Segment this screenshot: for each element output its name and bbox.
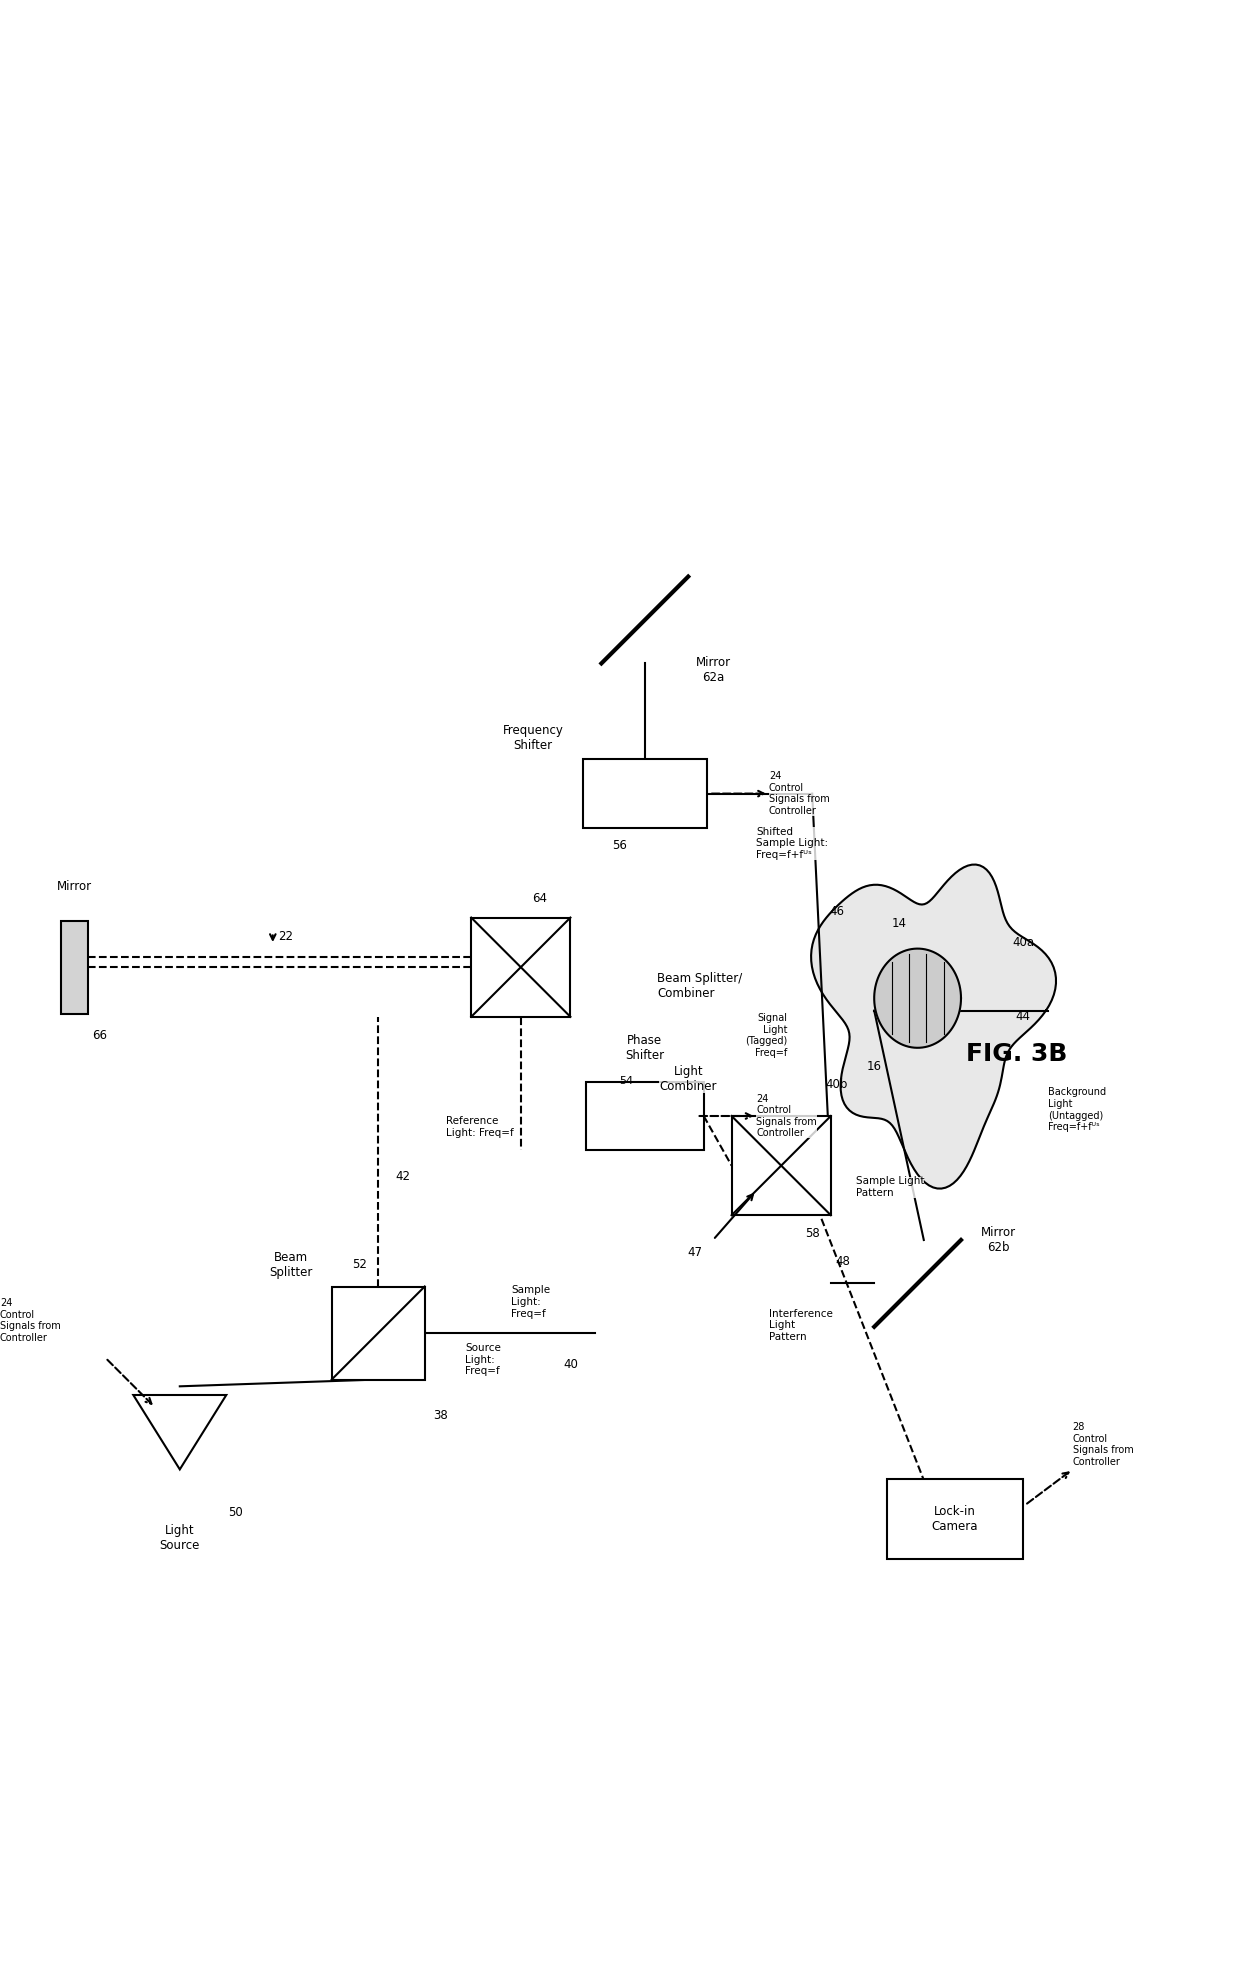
Text: 42: 42 <box>396 1171 410 1182</box>
Text: 24
Control
Signals from
Controller: 24 Control Signals from Controller <box>756 1093 817 1139</box>
Bar <box>471 917 570 1016</box>
Text: Mirror
62b: Mirror 62b <box>981 1226 1016 1254</box>
Text: Signal
Light
(Tagged)
Freq=f: Signal Light (Tagged) Freq=f <box>745 1014 787 1057</box>
Bar <box>61 921 88 1014</box>
Text: 24
Control
Signals from
Controller: 24 Control Signals from Controller <box>769 772 830 815</box>
Text: Source
Light:
Freq=f: Source Light: Freq=f <box>465 1343 501 1377</box>
Text: 58: 58 <box>805 1228 820 1240</box>
Bar <box>732 1115 831 1214</box>
Text: 16: 16 <box>867 1059 882 1073</box>
Polygon shape <box>133 1395 226 1470</box>
Text: Mirror
62a: Mirror 62a <box>696 655 730 684</box>
Text: 54: 54 <box>619 1075 634 1087</box>
Text: 22: 22 <box>278 930 293 942</box>
Text: 44: 44 <box>1016 1010 1030 1024</box>
Text: 66: 66 <box>92 1030 107 1042</box>
Text: 24
Control
Signals from
Controller: 24 Control Signals from Controller <box>0 1298 61 1343</box>
Bar <box>332 1286 424 1379</box>
Text: 40b: 40b <box>826 1079 848 1091</box>
Text: Frequency
Shifter: Frequency Shifter <box>502 724 564 752</box>
Text: 40: 40 <box>563 1357 578 1371</box>
Text: 47: 47 <box>687 1246 702 1260</box>
Polygon shape <box>811 865 1056 1188</box>
Bar <box>583 760 707 827</box>
Text: FIG. 3B: FIG. 3B <box>966 1042 1068 1065</box>
Text: 40a: 40a <box>1012 936 1034 948</box>
Text: 48: 48 <box>836 1256 851 1268</box>
Text: Sample
Light:
Freq=f: Sample Light: Freq=f <box>511 1286 551 1319</box>
Bar <box>587 1081 704 1151</box>
Text: 46: 46 <box>830 905 844 919</box>
Text: 14: 14 <box>892 917 906 930</box>
Text: Beam
Splitter: Beam Splitter <box>270 1250 312 1280</box>
Text: Interference
Light
Pattern: Interference Light Pattern <box>769 1309 833 1341</box>
Text: Shifted
Sample Light:
Freq=f+fᵁˢ: Shifted Sample Light: Freq=f+fᵁˢ <box>756 827 828 859</box>
Text: Beam Splitter/
Combiner: Beam Splitter/ Combiner <box>657 972 743 1000</box>
Text: Sample Light
Pattern: Sample Light Pattern <box>856 1177 924 1198</box>
Text: 56: 56 <box>613 839 627 853</box>
Text: Light
Combiner: Light Combiner <box>660 1065 717 1093</box>
Text: 38: 38 <box>433 1409 448 1423</box>
Polygon shape <box>874 948 961 1048</box>
Text: Lock-in
Camera: Lock-in Camera <box>931 1506 978 1534</box>
Text: Background
Light
(Untagged)
Freq=f+fᵁˢ: Background Light (Untagged) Freq=f+fᵁˢ <box>1048 1087 1106 1133</box>
Text: Reference
Light: Freq=f: Reference Light: Freq=f <box>446 1117 515 1137</box>
Text: Phase
Shifter: Phase Shifter <box>625 1034 665 1061</box>
Bar <box>887 1478 1023 1559</box>
Text: 64: 64 <box>532 893 547 905</box>
Text: Mirror: Mirror <box>57 881 92 893</box>
Text: 50: 50 <box>228 1506 243 1520</box>
Text: 52: 52 <box>352 1258 367 1272</box>
Text: 28
Control
Signals from
Controller: 28 Control Signals from Controller <box>1073 1423 1133 1466</box>
Text: Light
Source: Light Source <box>160 1524 200 1551</box>
